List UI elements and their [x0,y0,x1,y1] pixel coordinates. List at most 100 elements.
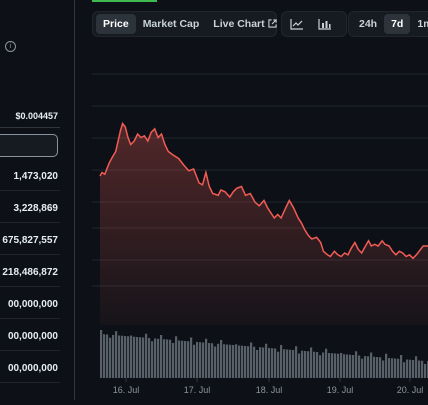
chevron-down-icon[interactable]: ⌄ [47,172,54,181]
row-divider [0,254,60,255]
volume-bar [208,343,211,378]
view-tabs: Price Market Cap Live Chart [92,11,277,37]
volume-bar [163,339,166,378]
volume-bar [109,337,112,378]
volume-bar [238,345,241,378]
volume-bar [130,335,133,378]
volume-bar [358,355,361,378]
volume-bar [196,342,199,378]
x-tick-label: 18. Jul [256,385,283,395]
range-7d[interactable]: 7d [384,14,411,34]
volume-bar [124,336,127,378]
volume-bar [316,352,319,378]
volume-bar [157,338,160,378]
volume-bar [262,347,265,378]
volume-bar [103,334,106,378]
volume-bar [421,360,424,378]
volume-bar [304,351,307,378]
volume-bar [346,354,349,378]
volume-bar [388,358,391,378]
volume-bar [406,359,409,378]
tab-live-chart[interactable]: Live Chart [206,14,283,34]
volume-bar [418,360,421,378]
volume-bar [133,336,136,378]
left-input-field[interactable] [0,134,58,157]
volume-bar [271,348,274,378]
range-24h[interactable]: 24h [359,18,378,30]
volume-bar [193,344,196,378]
volume-bar [322,352,325,378]
volume-bar [175,336,178,378]
volume-bar [205,338,208,378]
volume-bar [331,353,334,378]
volume-bar [223,344,226,378]
volume-bar [100,330,103,378]
volume-bar [160,335,163,378]
volume-bar [310,347,313,378]
volume-bar [400,355,403,378]
volume-bar [184,341,187,378]
chevron-down-icon[interactable]: ⌄ [47,204,54,213]
volume-bar [154,338,157,378]
volume-bar [355,351,358,378]
volume-bar [136,337,139,378]
range-1m[interactable]: 1m [417,18,428,30]
panel-divider [74,0,75,400]
volume-bar [178,340,181,378]
tab-live-chart-label: Live Chart [213,18,265,30]
volume-bar [142,337,145,378]
volume-bar [190,337,193,378]
line-chart-icon[interactable] [285,14,309,34]
volume-bar [253,346,256,378]
volume-bar [268,348,271,378]
volume-bar [241,345,244,378]
price-series-line [99,121,428,260]
bar-chart-icon[interactable] [313,14,337,34]
volume-bar [412,360,415,378]
volume-bar [211,343,214,378]
volume-bar [409,359,412,378]
volume-bar [292,350,295,378]
volume-bar [340,353,343,378]
volume-bar [298,353,301,378]
volume-bar [391,358,394,378]
row-divider [0,382,60,383]
stat-value-1: 3,228,869 [13,203,59,214]
volume-bar [352,355,355,378]
volume-bar [151,341,154,378]
external-link-icon [268,18,277,30]
tab-market-cap[interactable]: Market Cap [142,18,200,30]
price-chart[interactable]: 16. Jul 17. Jul 18. Jul 19. Jul 20. Jul [92,60,428,400]
volume-bar [379,357,382,378]
row-divider [0,190,60,191]
tab-price[interactable]: Price [96,14,136,34]
volume-bar [424,364,427,378]
info-icon[interactable]: i [5,41,16,52]
row-divider [0,318,60,319]
stat-value-4: 00,000,000 [7,299,58,310]
volume-bar [307,351,310,378]
volume-bar [265,343,268,378]
volume-bar [226,344,229,378]
volume-bar [217,343,220,378]
volume-bar [334,353,337,378]
volume-bar [199,342,202,378]
volume-bar [148,338,151,378]
volume-bar [115,331,118,378]
volume-bar [397,358,400,378]
row-divider [0,286,60,287]
volume-bar [118,335,121,378]
volume-bar [235,344,238,378]
volume-bar [214,346,217,378]
volume-bar [376,357,379,378]
price-value: $0.004457 [15,111,58,121]
volume-bar [250,342,253,378]
volume-bar [382,360,385,378]
volume-bar [337,353,340,378]
chart-type-tabs [281,11,347,37]
volume-bar [319,355,322,378]
volume-bar [145,333,148,378]
volume-bar [367,356,370,378]
stat-value-2: 675,827,557 [2,235,58,246]
volume-bar [277,351,280,378]
